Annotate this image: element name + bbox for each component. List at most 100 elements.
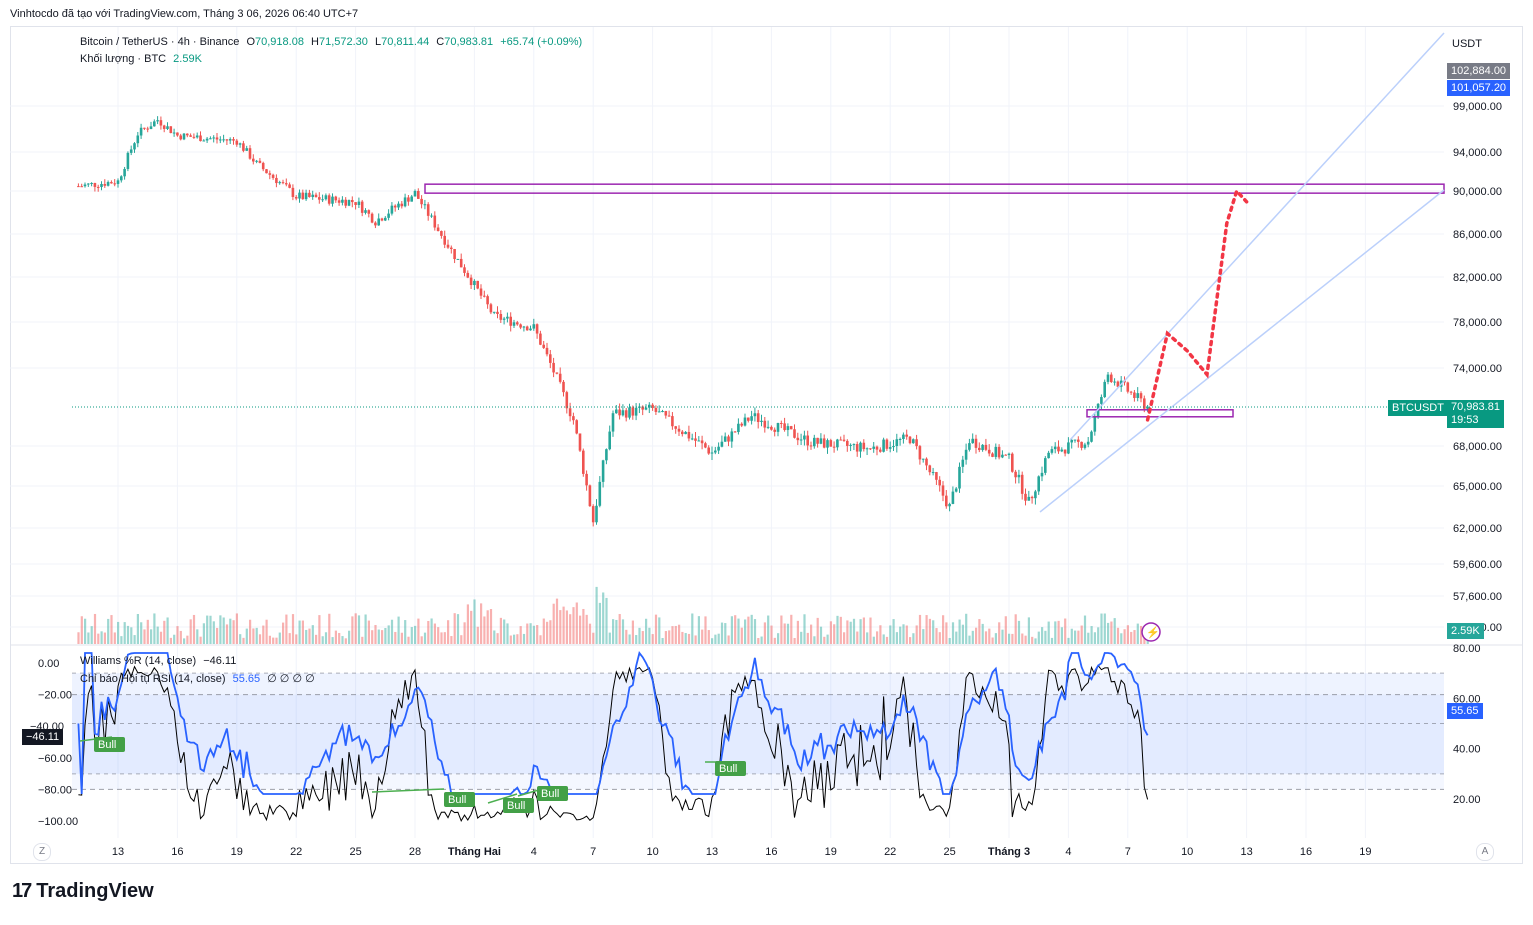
- candle-body: [519, 324, 522, 328]
- volume-bar: [615, 619, 618, 644]
- volume-bar: [1021, 633, 1024, 644]
- volume-bar: [717, 633, 720, 644]
- candle-body: [1093, 416, 1097, 432]
- candle-body: [492, 311, 496, 313]
- candle-body: [225, 139, 229, 141]
- volume-bar: [958, 619, 961, 644]
- volume-bar: [232, 620, 235, 644]
- candle-body: [733, 431, 737, 433]
- volume-bar: [549, 620, 552, 644]
- countdown: 19:53: [1451, 414, 1479, 426]
- candle-body: [232, 139, 235, 141]
- rsi-label[interactable]: Chỉ báo Hội tụ RSI (14, close): [80, 673, 226, 685]
- candle-body: [928, 465, 932, 473]
- channel-lower: [1039, 189, 1445, 513]
- currency-label[interactable]: USDT: [1452, 38, 1482, 50]
- volume-bar: [1037, 631, 1040, 644]
- volume-legend: Khối lượng · BTC 2.59K: [80, 53, 206, 65]
- volume-bar: [77, 632, 80, 644]
- candle-body: [608, 431, 611, 450]
- candle-body: [545, 347, 549, 355]
- volume-bar: [1123, 629, 1126, 644]
- candle-body: [390, 205, 394, 214]
- volume-bar: [374, 624, 377, 644]
- volume-bar: [750, 614, 753, 644]
- volume-bar: [427, 620, 430, 644]
- candle-body: [529, 328, 532, 331]
- bull-signal-label: Bull: [507, 800, 525, 812]
- volume-bar: [394, 631, 397, 644]
- volume-bar: [968, 635, 971, 644]
- chart-frame: [10, 26, 1523, 864]
- volume-bar: [245, 628, 248, 644]
- timezone-button[interactable]: Z: [33, 843, 51, 861]
- time-tick-label: 4: [1065, 846, 1071, 858]
- volume-bar: [932, 620, 935, 644]
- volume-bar: [971, 630, 974, 644]
- price-tick-label: 86,000.00: [1453, 229, 1502, 241]
- bull-signal: [715, 761, 746, 776]
- divergence-line: [371, 788, 445, 793]
- candle-body: [991, 453, 994, 457]
- volume-bar: [179, 630, 182, 644]
- candle-body: [516, 322, 519, 325]
- volume-bar: [839, 616, 842, 644]
- candle-body: [268, 173, 272, 175]
- candle-body: [413, 190, 417, 197]
- candle-body: [624, 410, 628, 418]
- volume-bar: [113, 632, 116, 644]
- volume-bar: [90, 626, 93, 644]
- candle-body: [588, 485, 592, 507]
- volume-bar: [1110, 621, 1113, 644]
- volume-bar: [341, 636, 344, 644]
- candle-body: [578, 433, 582, 451]
- volume-bar: [793, 637, 796, 644]
- candle-body: [308, 192, 311, 198]
- volume-bar: [295, 634, 298, 644]
- candle-body: [621, 410, 625, 416]
- candle-body: [357, 201, 361, 205]
- candle-body: [215, 137, 219, 140]
- candle-body: [796, 437, 800, 441]
- volume-bar: [565, 610, 568, 644]
- candle-body: [634, 407, 638, 416]
- volume-bar: [450, 636, 453, 644]
- candle-body: [489, 304, 493, 313]
- auto-scale-button[interactable]: A: [1476, 843, 1494, 861]
- volume-bar: [255, 627, 258, 644]
- volume-bar: [480, 603, 483, 644]
- williams-label[interactable]: Williams %R (14, close): [80, 655, 197, 667]
- candle-body: [469, 277, 473, 286]
- candle-body: [278, 182, 281, 184]
- volume-label[interactable]: Khối lượng · BTC: [80, 53, 167, 65]
- symbol-label[interactable]: Bitcoin / TetherUS · 4h · Binance: [80, 36, 240, 48]
- candle-body: [83, 184, 87, 187]
- volume-bar: [562, 606, 565, 644]
- volume-bar: [882, 634, 885, 644]
- candle-body: [882, 439, 885, 452]
- volume-bar: [948, 637, 951, 644]
- candle-body: [879, 449, 882, 452]
- candle-body: [902, 434, 905, 440]
- candle-body: [334, 196, 338, 201]
- candle-body: [294, 196, 298, 199]
- candle-body: [773, 429, 776, 432]
- candle-body: [1077, 439, 1080, 442]
- candle-body: [945, 495, 948, 507]
- volume-bar: [126, 625, 130, 644]
- volume-bar: [1011, 633, 1014, 644]
- candle-body: [1014, 471, 1017, 478]
- candle-body: [813, 437, 816, 447]
- volume-bar: [707, 630, 710, 644]
- rsi-band: [72, 673, 1444, 774]
- candle-body: [700, 440, 704, 444]
- volume-bar: [97, 633, 100, 644]
- volume-bar: [918, 614, 922, 644]
- price-tick-label: 78,000.00: [1453, 317, 1502, 329]
- candle-body: [440, 231, 443, 236]
- volume-bar: [790, 614, 793, 644]
- candle-body: [417, 190, 420, 199]
- volume-bar: [519, 626, 522, 644]
- candle-body: [799, 439, 803, 441]
